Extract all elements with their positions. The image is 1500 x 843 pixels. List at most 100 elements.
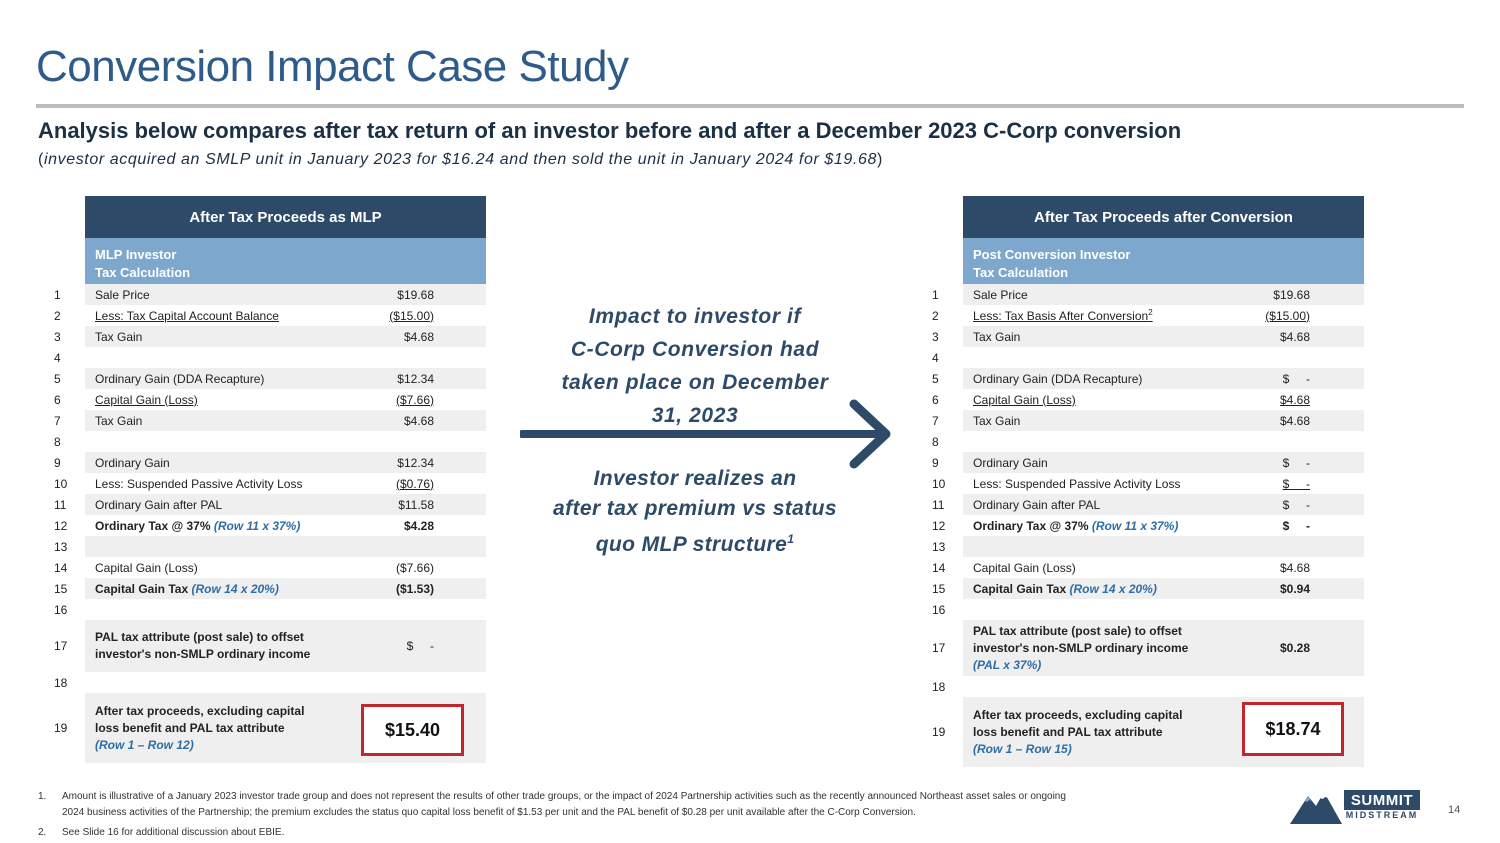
row-label: Capital Gain (Loss)	[973, 392, 1076, 407]
table-row: 4	[38, 347, 486, 368]
table-row: 9 Ordinary Gain $ -	[916, 452, 1364, 473]
row-value: $4.68	[1279, 392, 1310, 407]
table-row: 6 Capital Gain (Loss) ($7.66)	[38, 389, 486, 410]
mlp-table-header: After Tax Proceeds as MLP	[85, 196, 486, 238]
row-label-line1: PAL tax attribute (post sale) to offset	[95, 630, 304, 644]
row-value: ($0.76)	[395, 476, 434, 491]
row-number: 10	[932, 476, 946, 491]
table-row: 15 Capital Gain Tax (Row 14 x 20%) $0.94	[916, 578, 1364, 599]
table-row: 1 Sale Price $19.68	[38, 284, 486, 305]
row-number: 1	[54, 287, 61, 302]
row-value: $ -	[1282, 371, 1310, 386]
row-label-note: (PAL x 37%)	[973, 657, 1042, 672]
realize-line-3-wrap: quo MLP structure1	[520, 524, 870, 560]
subnote-text: investor acquired an SMLP unit in Januar…	[43, 151, 877, 168]
row-value: ($7.66)	[395, 392, 434, 407]
row-value: $4.28	[403, 518, 434, 533]
table-row: 13	[38, 536, 486, 557]
page-number: 14	[1448, 804, 1461, 816]
row-value: $4.68	[1279, 413, 1310, 428]
table-row: 7 Tax Gain $4.68	[916, 410, 1364, 431]
row-value: $ -	[1282, 455, 1310, 470]
row-label: Capital Gain (Loss)	[973, 560, 1076, 575]
table-row: 17 PAL tax attribute (post sale) to offse…	[38, 620, 486, 672]
mlp-table-subheader: MLP Investor Tax Calculation	[85, 238, 486, 284]
table-row: 4	[916, 347, 1364, 368]
table-row: 3 Tax Gain $4.68	[38, 326, 486, 347]
row-number: 12	[932, 518, 946, 533]
row-label: Capital Gain Tax (Row 14 x 20%)	[973, 582, 1157, 596]
table-row: 8	[916, 431, 1364, 452]
conversion-table-header: After Tax Proceeds after Conversion	[963, 196, 1364, 238]
subnote-open-paren: (	[38, 151, 44, 168]
table-row: 10 Less: Suspended Passive Activity Loss $…	[916, 473, 1364, 494]
table-row: 3 Tax Gain $4.68	[916, 326, 1364, 347]
row-label: After tax proceeds, excluding capital los…	[95, 703, 304, 754]
row-footnote-ref: 2	[1148, 308, 1153, 317]
row-number: 5	[932, 371, 939, 386]
row-label: Ordinary Tax @ 37% (Row 11 x 37%)	[973, 519, 1178, 533]
impact-line-4: 31, 2023	[651, 404, 739, 427]
row-label: Tax Gain	[973, 413, 1021, 428]
table-row: 9 Ordinary Gain $12.34	[38, 452, 486, 473]
row-number: 13	[932, 539, 946, 554]
row-label: Ordinary Gain (DDA Recapture)	[973, 371, 1143, 386]
row-label: Ordinary Gain after PAL	[973, 497, 1101, 512]
row-label-line2: investor's non-SMLP ordinary income	[95, 647, 311, 661]
row-value: $ -	[1282, 497, 1310, 512]
footnote-line: See Slide 16 for additional discussion a…	[62, 827, 285, 838]
row-number: 11	[932, 497, 945, 512]
logo-wordmark: SUMMIT	[1344, 790, 1420, 810]
table-row: 13	[916, 536, 1364, 557]
mlp-table: After Tax Proceeds as MLP MLP Investor T…	[38, 196, 486, 776]
table-row: 5 Ordinary Gain (DDA Recapture) $ -	[916, 368, 1364, 389]
row-number: 3	[932, 329, 939, 344]
page-subtitle: Analysis below compares after tax return…	[38, 118, 1182, 143]
row-label: Ordinary Tax @ 37% (Row 11 x 37%)	[95, 519, 300, 533]
footnote-number: 1.	[38, 791, 47, 802]
arrow-right-icon	[520, 399, 891, 469]
row-label-note: (Row 1 – Row 15)	[973, 741, 1072, 756]
row-number: 15	[54, 581, 68, 596]
table-row: 18	[916, 676, 1364, 697]
row-number: 14	[932, 560, 946, 575]
row-number: 2	[54, 308, 61, 323]
row-label-text: Ordinary Tax @ 37%	[95, 518, 211, 533]
row-label: Less: Tax Basis After Conversion2	[973, 308, 1153, 323]
row-label: Less: Tax Capital Account Balance	[95, 308, 279, 323]
table-row: 14 Capital Gain (Loss) ($7.66)	[38, 557, 486, 578]
row-label-note: (Row 1 – Row 12)	[95, 737, 194, 752]
row-value: $4.68	[403, 329, 434, 344]
table-row: 18	[38, 672, 486, 693]
row-number: 1	[932, 287, 939, 302]
row-value: $ -	[1282, 518, 1310, 533]
table-row: 15 Capital Gain Tax (Row 14 x 20%) ($1.53)	[38, 578, 486, 599]
row-label: Sale Price	[973, 287, 1028, 302]
mlp-result-box: $15.40	[361, 704, 464, 756]
table-row: 2 Less: Tax Basis After Conversion2 ($15.0…	[916, 305, 1364, 326]
conversion-result-box: $18.74	[1242, 702, 1344, 756]
row-number: 18	[932, 679, 946, 694]
row-number: 8	[932, 434, 939, 449]
row-number: 19	[54, 721, 68, 735]
table-row: 12 Ordinary Tax @ 37% (Row 11 x 37%) $4.28	[38, 515, 486, 536]
row-label: Capital Gain Tax (Row 14 x 20%)	[95, 582, 279, 596]
impact-line-1: Impact to investor if	[588, 305, 802, 328]
row-label-text: Less: Tax Basis After Conversion	[973, 309, 1149, 323]
row-number: 11	[54, 497, 67, 512]
footnote-2: 2. See Slide 16 for additional discussio…	[38, 825, 1278, 841]
row-label: Tax Gain	[95, 329, 143, 344]
row-label-line2: investor's non-SMLP ordinary income	[973, 640, 1189, 655]
row-label: PAL tax attribute (post sale) to offset i…	[95, 629, 310, 663]
conversion-table-rows: 1 Sale Price $19.68 2 Less: Tax Basis After…	[916, 284, 1364, 767]
footnote-1: 1. Amount is illustrative of a January 2…	[38, 789, 1278, 821]
row-value: $0.28	[1279, 641, 1310, 655]
row-number: 7	[54, 413, 61, 428]
row-number: 17	[932, 641, 946, 655]
row-number: 3	[54, 329, 61, 344]
impact-callout: Impact to investor if C-Corp Conversion …	[530, 300, 860, 432]
row-number: 19	[932, 725, 946, 739]
row-label: Capital Gain (Loss)	[95, 392, 198, 407]
row-value: $11.58	[398, 497, 434, 512]
table-row: 16	[916, 599, 1364, 620]
